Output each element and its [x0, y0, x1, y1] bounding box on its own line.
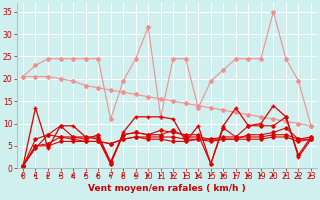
X-axis label: Vent moyen/en rafales ( km/h ): Vent moyen/en rafales ( km/h ): [88, 184, 246, 193]
